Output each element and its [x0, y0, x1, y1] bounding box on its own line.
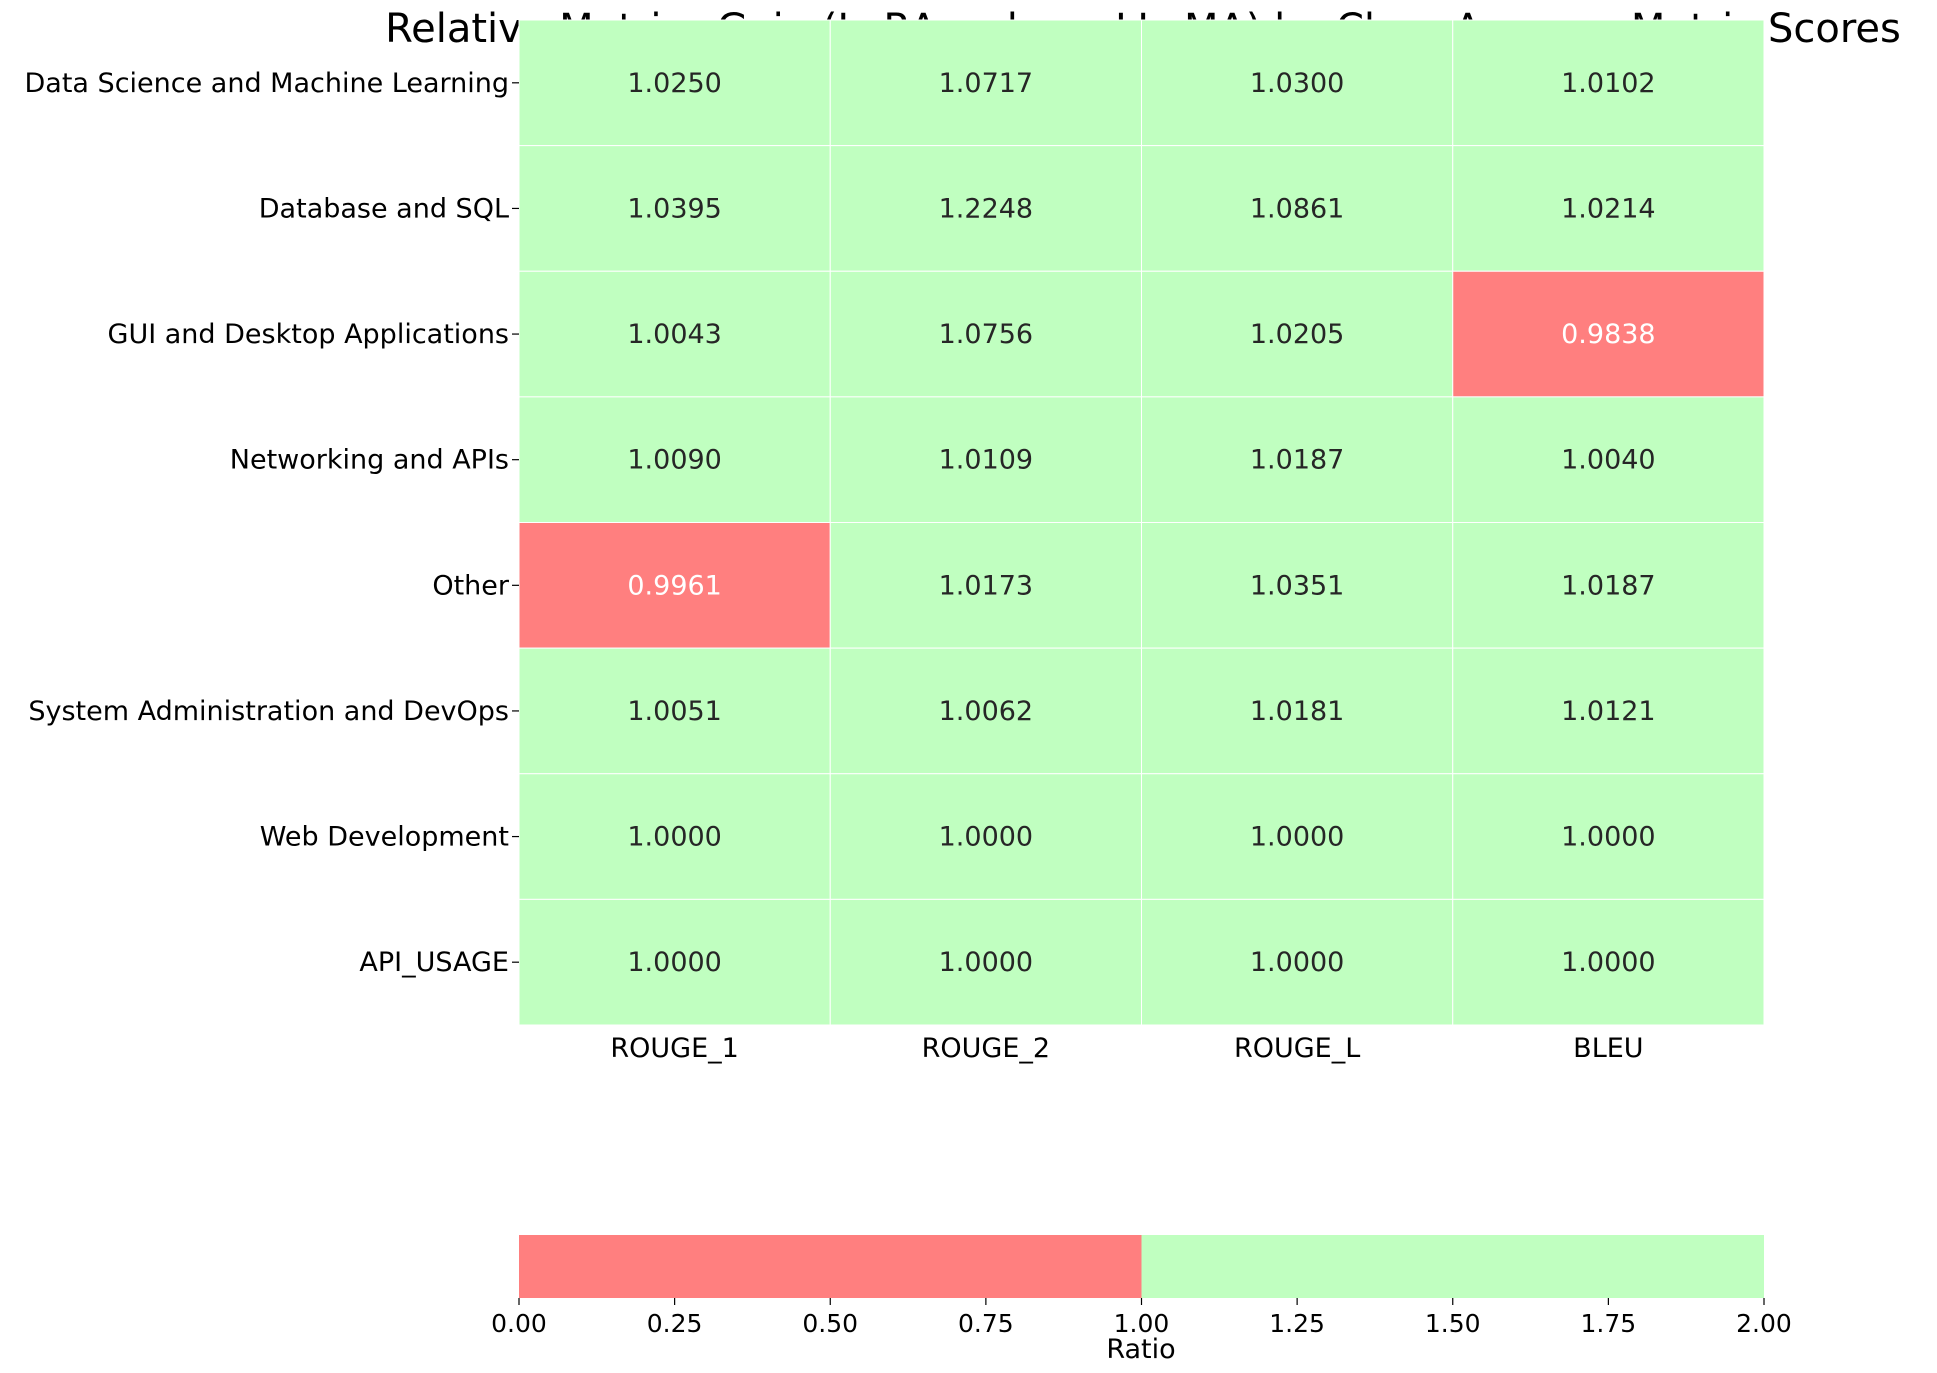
cell-value-label: 1.0000 — [1561, 947, 1655, 978]
cell-value-label: 1.0173 — [939, 570, 1033, 601]
colorbar-label: Ratio — [1106, 1334, 1175, 1365]
cell-value-label: 1.2248 — [939, 193, 1033, 224]
row-label-api-usage: API_USAGE — [359, 947, 509, 978]
heatmap-cell-system-administration-and-devops-rouge-2 — [829, 647, 1142, 775]
cell-value-label: 1.0351 — [1250, 570, 1344, 601]
cell-value-label: 1.0062 — [939, 696, 1033, 727]
row-label-data-science-and-machine-learning: Data Science and Machine Learning — [25, 68, 510, 99]
colorbar-segment-above — [1141, 1235, 1764, 1298]
cell-value-label: 1.0214 — [1561, 193, 1655, 224]
cell-value-label: 1.0187 — [1250, 445, 1344, 476]
cell-value-label: 1.0109 — [939, 445, 1033, 476]
colorbar-tick-label: 1.50 — [1425, 1309, 1481, 1338]
cell-value-label: 1.0000 — [939, 822, 1033, 853]
column-label-rouge-1: ROUGE_1 — [610, 1033, 738, 1064]
heatmap-cell-other-rouge-l — [1141, 522, 1454, 649]
heatmap-cell-api-usage-rouge-l — [1141, 898, 1454, 1026]
cell-value-label: 1.0187 — [1561, 570, 1655, 601]
heatmap-cell-api-usage-bleu — [1452, 898, 1765, 1026]
heatmap-cell-other-bleu — [1452, 522, 1765, 649]
heatmap-cell-networking-and-apis-rouge-2 — [829, 396, 1142, 523]
cell-value-label: 1.0395 — [627, 193, 721, 224]
column-label-bleu: BLEU — [1573, 1033, 1643, 1064]
cell-value-label: 1.0000 — [1250, 822, 1344, 853]
heatmap-cell-system-administration-and-devops-rouge-1 — [518, 647, 831, 775]
heatmap-cell-networking-and-apis-rouge-l — [1141, 396, 1454, 523]
cell-value-label: 1.0000 — [1250, 947, 1344, 978]
heatmap-cell-other-rouge-2 — [829, 522, 1142, 649]
cell-value-label: 1.0717 — [939, 68, 1033, 99]
column-label-rouge-2: ROUGE_2 — [922, 1033, 1050, 1064]
row-label-gui-and-desktop-applications: GUI and Desktop Applications — [108, 319, 509, 350]
cell-value-label: 1.0861 — [1250, 193, 1344, 224]
heatmap-cell-networking-and-apis-bleu — [1452, 396, 1765, 523]
heatmap-cell-data-science-and-machine-learning-rouge-1 — [518, 19, 831, 147]
cell-value-label: 1.0090 — [627, 445, 721, 476]
heatmap-cell-networking-and-apis-rouge-1 — [518, 396, 831, 523]
heatmap-cell-api-usage-rouge-2 — [829, 898, 1142, 1026]
colorbar-tick-label: 2.00 — [1736, 1309, 1792, 1338]
heatmap-cell-system-administration-and-devops-bleu — [1452, 647, 1765, 775]
cell-value-label: 1.0000 — [1561, 822, 1655, 853]
cell-value-label: 1.0040 — [1561, 445, 1655, 476]
row-labels: Data Science and Machine Learning Databas… — [25, 68, 519, 978]
heatmap-cells: 1.0250 1.0717 1.0300 1.0102 1.0395 1.2248 1.08… — [518, 19, 1765, 1026]
heatmap-cell-database-and-sql-rouge-l — [1141, 145, 1454, 272]
cell-value-label: 1.0043 — [627, 319, 721, 350]
colorbar: 0.00 0.25 0.50 0.75 1.00 1.25 1.50 1.75 2.00 — [491, 1235, 1792, 1338]
cell-value-label: 1.0250 — [627, 68, 721, 99]
heatmap-cell-database-and-sql-bleu — [1452, 145, 1765, 272]
colorbar-tick-label: 0.25 — [647, 1309, 703, 1338]
colorbar-tick-label: 0.75 — [958, 1309, 1014, 1338]
cell-value-label: 0.9961 — [627, 570, 721, 601]
colorbar-tick-label: 0.50 — [802, 1309, 858, 1338]
colorbar-tick-label: 1.75 — [1581, 1309, 1637, 1338]
column-label-rouge-l: ROUGE_L — [1234, 1033, 1360, 1064]
heatmap-cell-gui-and-desktop-applications-rouge-1 — [518, 270, 831, 398]
cell-value-label: 1.0102 — [1561, 68, 1655, 99]
heatmap-cell-data-science-and-machine-learning-bleu — [1452, 19, 1765, 147]
cell-value-label: 1.0000 — [627, 822, 721, 853]
heatmap-cell-database-and-sql-rouge-2 — [829, 145, 1142, 272]
heatmap-cell-web-development-rouge-1 — [518, 773, 831, 900]
heatmap-cell-data-science-and-machine-learning-rouge-l — [1141, 19, 1454, 147]
cell-value-label: 1.0000 — [939, 947, 1033, 978]
cell-value-label: 1.0756 — [939, 319, 1033, 350]
row-label-networking-and-apis: Networking and APIs — [230, 445, 509, 476]
column-labels: ROUGE_1 ROUGE_2 ROUGE_L BLEU — [610, 1033, 1643, 1064]
row-label-database-and-sql: Database and SQL — [259, 193, 509, 224]
heatmap-cell-web-development-bleu — [1452, 773, 1765, 900]
heatmap-cell-data-science-and-machine-learning-rouge-2 — [829, 19, 1142, 147]
colorbar-tick-label: 1.00 — [1114, 1309, 1170, 1338]
heatmap-cell-gui-and-desktop-applications-rouge-2 — [829, 270, 1142, 398]
cell-value-label: 1.0121 — [1561, 696, 1655, 727]
cell-value-label: 1.0205 — [1250, 319, 1344, 350]
cell-value-label: 0.9838 — [1561, 319, 1655, 350]
colorbar-tick-label: 1.25 — [1269, 1309, 1325, 1338]
cell-value-label: 1.0181 — [1250, 696, 1344, 727]
heatmap-cell-api-usage-rouge-1 — [518, 898, 831, 1026]
row-label-system-administration-and-devops: System Administration and DevOps — [28, 696, 509, 727]
row-label-other: Other — [432, 570, 510, 601]
cell-value-label: 1.0000 — [627, 947, 721, 978]
row-label-web-development: Web Development — [260, 822, 509, 853]
heatmap-cell-gui-and-desktop-applications-bleu — [1452, 270, 1765, 398]
cell-value-label: 1.0051 — [627, 696, 721, 727]
heatmap-cell-system-administration-and-devops-rouge-l — [1141, 647, 1454, 775]
cell-value-label: 1.0300 — [1250, 68, 1344, 99]
colorbar-segment-below — [519, 1235, 1142, 1298]
heatmap-cell-web-development-rouge-2 — [829, 773, 1142, 900]
heatmap-cell-other-rouge-1 — [518, 522, 831, 649]
colorbar-tick-label: 0.00 — [491, 1309, 547, 1338]
